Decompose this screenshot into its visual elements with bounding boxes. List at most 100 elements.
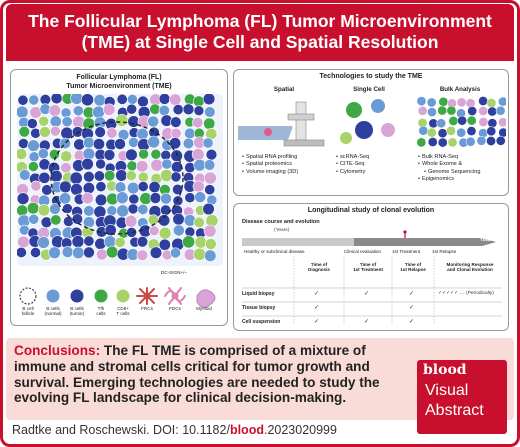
tme-cell [116,94,128,105]
tme-cell [137,181,149,192]
tme-cell [71,235,85,248]
list-item: Bulk RNA-Seq [418,154,481,161]
tme-cell [194,191,207,203]
tme-cell [204,238,217,250]
bulk-cell [487,118,498,128]
tme-cell [105,245,119,259]
tme-cell [48,246,61,259]
bulk-title: Bulk Analysis [439,86,481,93]
tme-cell [106,205,118,217]
legend-cd8: CD8+ T cells [116,306,130,317]
tme-cell [147,135,160,149]
tme-cell [17,148,28,160]
tme-cell [93,94,106,107]
legend-b-tumor: B cells (tumor) [69,306,85,317]
tme-cell [202,202,215,216]
row-liquid-biopsy: Liquid biopsy [242,291,275,297]
row-tissue-biopsy: Tissue biopsy [242,305,276,311]
tme-cell [204,184,216,196]
col-monitoring: Monitoring Response and Clonal Evolution [446,262,494,273]
longitudinal-title: Longitudinal study of clonal evolution [234,207,508,216]
tme-cell [192,180,205,193]
col-relapse: Time of 1st Relapse [400,262,426,273]
tme-cell [70,183,83,196]
tme-cell [37,204,51,217]
col-treatment: Time of 1st Treatment [353,262,383,273]
conclusion-label: Conclusions: [14,343,101,358]
tme-cell [192,117,204,129]
bulk-illustration [416,96,506,148]
tme-cell [148,225,160,237]
tme-cell [184,192,196,204]
tme-cell [83,246,95,259]
bulk-cell [437,105,448,116]
tme-cell [158,94,171,105]
tme-cell [60,107,72,119]
tme-cell [170,171,182,183]
list-item: Whole Exome & [418,161,481,168]
tme-cell [184,127,196,140]
bulk-cell [437,128,448,139]
list-item: Spatial proteomics [242,161,298,168]
periodic-monitor: ✓✓✓✓✓ .... (Periodically) [438,291,494,296]
bulk-cell [447,137,458,148]
tme-cell [136,127,149,140]
tme-cell [59,192,72,205]
tme-cell [172,104,184,116]
check: ✓ [314,319,320,325]
bulk-cell [466,115,477,126]
bulk-cell [426,97,437,108]
tme-cell [128,136,139,148]
spatial-illustration [238,101,325,147]
tme-cell [83,235,95,247]
title-banner: The Follicular Lymphoma (FL) Tumor Micro… [6,4,514,61]
tme-cell [83,205,95,217]
bulk-cell [465,136,476,147]
list-item: scRNA-Seq [336,154,369,161]
tme-cell [81,157,94,171]
tme-cell [18,138,29,149]
check: ✓ [409,291,415,297]
tme-cell [126,226,138,238]
row-cell-suspension: Cell suspension [242,319,281,325]
tme-cell [50,214,62,226]
tme-cell [203,117,216,130]
tme-cell [149,246,163,259]
tme-cell [150,148,162,160]
tme-cell [27,161,39,172]
tme-cell [158,104,170,116]
tme-cell [160,204,172,216]
tme-cell [191,148,205,161]
spatial-title: Spatial [273,86,295,93]
disease-course-label: Disease course and evolution [242,219,320,225]
bulk-cell [437,137,448,148]
tme-cell [114,138,126,150]
tme-cell [135,160,149,173]
tme-cell [170,116,182,128]
tme-cell [95,158,106,170]
tme-cell [124,215,138,228]
tme-cell [125,170,137,182]
tme-cell [61,246,74,258]
blood-logo: blood [423,362,467,378]
tme-cell [127,94,138,105]
tme-cell [30,180,42,192]
check: ✓ [314,305,320,311]
tme-cell [37,236,50,249]
tme-cell [158,226,172,240]
tme-cell [170,247,181,259]
bulk-cell [427,107,437,117]
tme-cells [17,94,219,262]
tme-cell [147,115,160,128]
badge-abstract: Abstract [425,402,484,419]
spatial-list: Spatial RNA profiling Spatial proteomics… [242,154,298,176]
bulk-cell [486,98,497,108]
tme-cell [41,184,53,196]
tme-cell [136,236,149,248]
tme-cell [94,193,108,207]
tme-cell [38,171,51,184]
tme-cell [95,181,107,193]
tme-cell [27,139,40,152]
visual-abstract-badge: blood Visual Abstract [417,360,507,434]
tme-cell [205,148,218,161]
